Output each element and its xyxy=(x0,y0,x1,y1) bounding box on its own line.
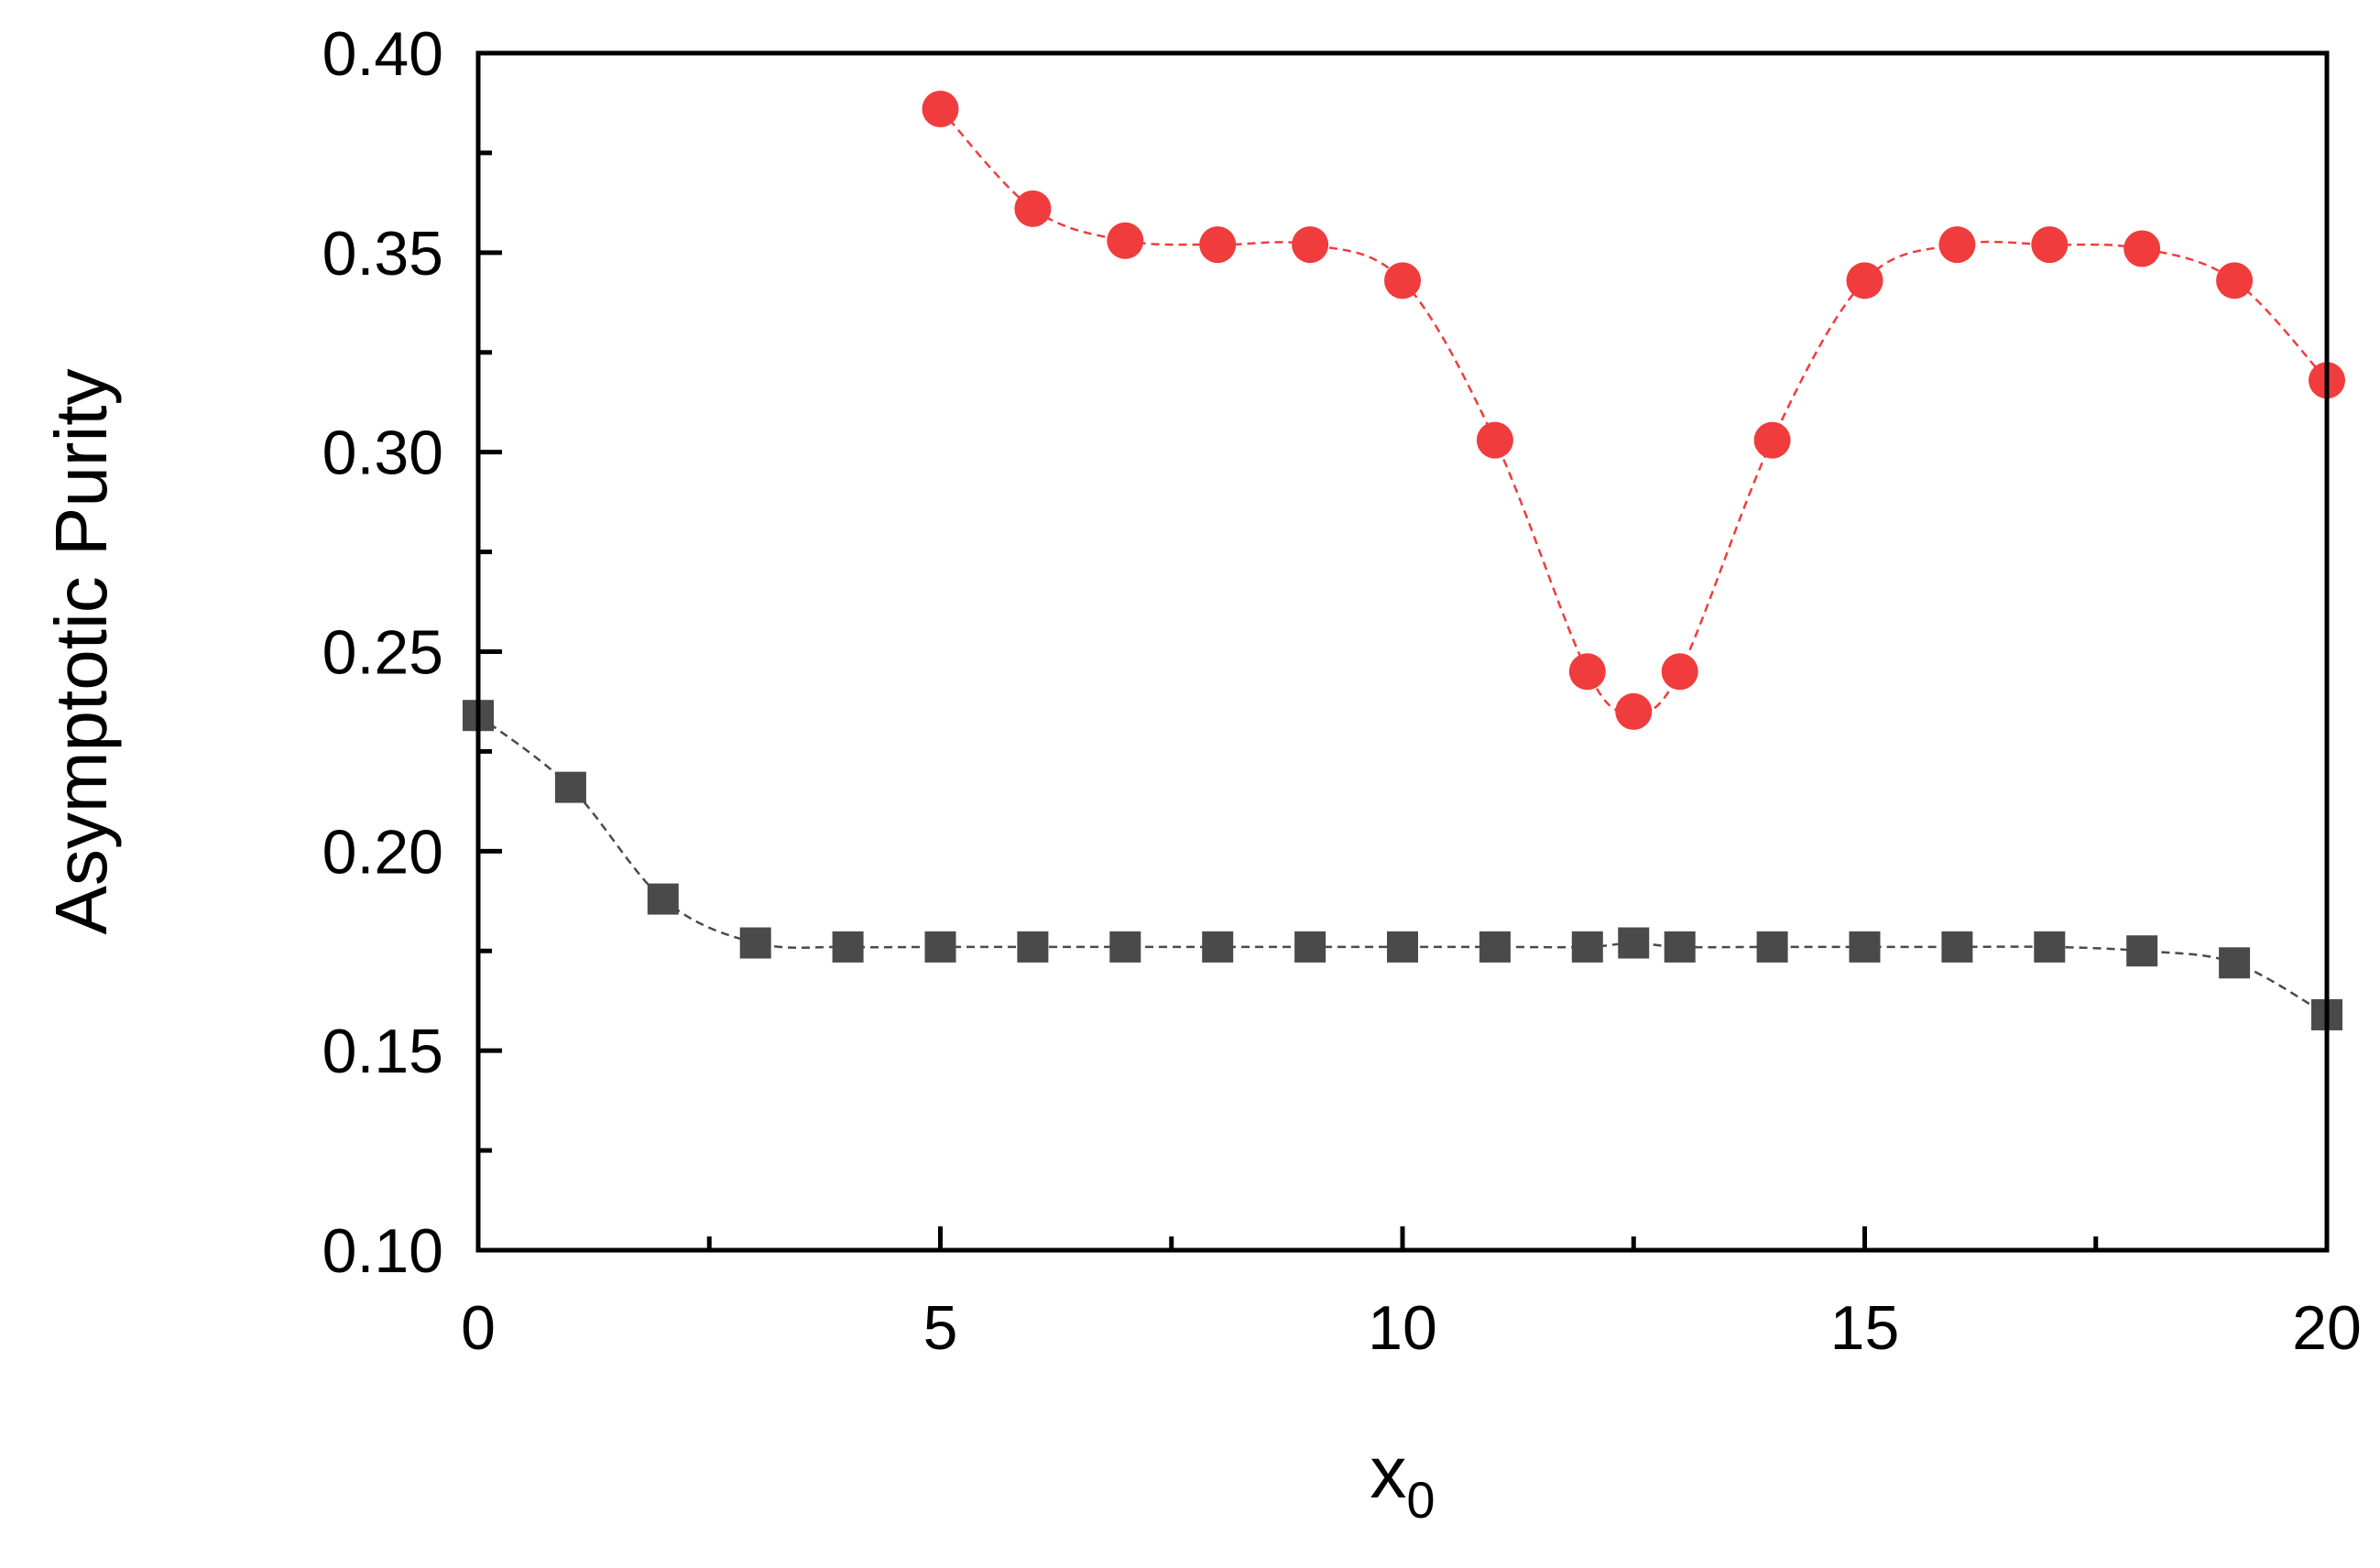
plot-frame xyxy=(475,50,2330,1253)
data-point-circle xyxy=(1568,653,1606,691)
data-point-square xyxy=(1756,931,1788,963)
y-tick-label: 0.15 xyxy=(322,1017,443,1086)
series-circle-line xyxy=(939,108,2328,713)
data-point-circle xyxy=(1384,262,1421,299)
data-point-circle xyxy=(922,90,959,127)
x-tick-label: 10 xyxy=(1368,1293,1437,1363)
data-point-square xyxy=(1664,931,1696,963)
data-point-square xyxy=(1294,931,1326,963)
data-point-circle xyxy=(1753,421,1791,459)
data-point-circle xyxy=(2216,262,2254,299)
data-point-square xyxy=(924,931,956,963)
data-point-square xyxy=(2034,931,2066,963)
data-point-square xyxy=(1202,931,1234,963)
data-point-square xyxy=(1017,931,1049,963)
data-point-circle xyxy=(1938,226,1976,264)
y-tick-label: 0.40 xyxy=(322,19,443,89)
data-point-circle xyxy=(1199,226,1237,264)
data-point-circle xyxy=(1292,226,1329,264)
x-axis-title-subscript: 0 xyxy=(1406,1471,1435,1529)
data-point-circle xyxy=(1846,262,1883,299)
data-point-square xyxy=(739,927,771,959)
y-tick-label: 0.35 xyxy=(322,219,443,289)
y-tick-label: 0.30 xyxy=(322,419,443,488)
data-point-square xyxy=(1109,931,1141,963)
data-point-square xyxy=(832,931,864,963)
y-tick-label: 0.20 xyxy=(322,817,443,887)
series-square xyxy=(463,700,2342,1030)
y-tick-label: 0.25 xyxy=(322,618,443,688)
data-point-square xyxy=(2219,947,2251,979)
data-point-circle xyxy=(1107,222,1144,259)
x-tick-label: 20 xyxy=(2292,1293,2362,1363)
data-point-circle xyxy=(1014,190,1052,227)
data-point-square xyxy=(1618,927,1650,959)
data-point-square xyxy=(1387,931,1418,963)
data-point-square xyxy=(554,771,586,803)
series-square-line xyxy=(477,714,2328,1017)
data-point-square xyxy=(2126,935,2158,967)
data-point-square xyxy=(1479,931,1511,963)
plot-area xyxy=(463,90,2345,1030)
x-axis-title: x0 xyxy=(1370,1432,1435,1529)
y-axis-title: Asymptotic Purity xyxy=(40,369,122,935)
data-point-circle xyxy=(1615,692,1653,730)
data-point-circle xyxy=(2031,226,2069,264)
x-axis-title-main: x xyxy=(1370,1432,1406,1513)
data-point-square xyxy=(1849,931,1881,963)
x-tick-label: 0 xyxy=(461,1293,496,1363)
data-point-square xyxy=(647,883,679,915)
data-point-circle xyxy=(2123,230,2161,267)
data-point-square xyxy=(1941,931,1973,963)
y-tick-label: 0.10 xyxy=(322,1216,443,1286)
axes: 0 5 10 15 20 0.10 0.15 0.20 0.25 0.30 0.35 0.40 xyxy=(322,19,2362,1363)
data-point-square xyxy=(1571,931,1603,963)
x-tick-label: 5 xyxy=(923,1293,958,1363)
x-tick-label: 15 xyxy=(1830,1293,1900,1363)
data-point-circle xyxy=(1476,421,1513,459)
series-circle xyxy=(922,90,2345,730)
data-point-circle xyxy=(1661,653,1698,691)
